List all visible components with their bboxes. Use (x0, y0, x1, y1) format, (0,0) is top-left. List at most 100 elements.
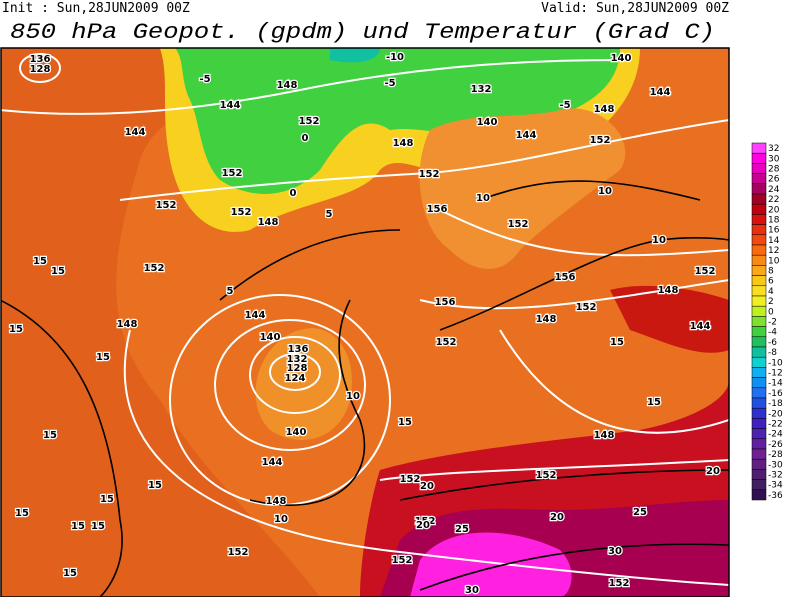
colorbar-swatch (751, 316, 767, 327)
contour-label: 128 (30, 64, 51, 75)
contour-label: 15 (43, 430, 57, 441)
colorbar-label: 18 (768, 216, 780, 226)
colorbar-swatch (751, 346, 767, 358)
colorbar-swatch (751, 407, 767, 419)
contour-label: 140 (260, 332, 281, 343)
colorbar-swatch (751, 397, 767, 409)
contour-label: 0 (290, 188, 297, 199)
colorbar-swatch (751, 479, 767, 491)
colorbar-swatch (751, 448, 767, 460)
contour-label: 25 (633, 507, 647, 518)
colorbar-label: -8 (768, 348, 777, 358)
contour-label: 15 (100, 494, 114, 505)
colorbar-swatch (751, 254, 767, 266)
contour-label: 152 (231, 207, 252, 218)
contour-label: 156 (435, 297, 456, 308)
contour-label: 15 (148, 480, 162, 491)
colorbar-swatch (751, 163, 767, 174)
colorbar-label: -28 (768, 450, 783, 460)
contour-label: 15 (91, 521, 105, 532)
contour-label: 152 (576, 302, 597, 313)
colorbar-swatch (751, 214, 767, 225)
contour-label: 152 (156, 200, 177, 211)
colorbar-label: -12 (768, 369, 783, 379)
contour-label: 128 (287, 363, 308, 374)
colorbar-label: 28 (768, 165, 780, 175)
colorbar-swatch (751, 458, 767, 470)
contour-label: 132 (287, 354, 308, 365)
contour-label: 144 (650, 87, 671, 98)
contour-label: 148 (258, 217, 279, 228)
colorbar-label: -6 (768, 338, 777, 348)
contour-label: 148 (536, 314, 557, 325)
contour-label: 5 (227, 286, 234, 297)
colorbar-label: -16 (768, 389, 783, 399)
colorbar-swatch (751, 295, 767, 307)
contour-label: 152 (415, 516, 436, 527)
contour-label: 10 (598, 186, 612, 197)
contour-label: 144 (262, 457, 283, 468)
colorbar-label: 20 (768, 205, 780, 215)
contour-label: 152 (436, 337, 457, 348)
init-time: Init : Sun,28JUN2009 00Z (2, 1, 190, 16)
colorbar-label: 4 (768, 287, 774, 297)
contour-label: 156 (555, 272, 576, 283)
contour-label: 15 (398, 417, 412, 428)
colorbar-swatch (751, 418, 767, 429)
colorbar-swatch (751, 305, 767, 317)
colorbar-swatch (751, 152, 767, 164)
contour-label: 136 (30, 54, 51, 65)
colorbar-swatch (751, 438, 767, 450)
colorbar-swatch (751, 234, 767, 246)
contour-label: 20 (416, 520, 430, 531)
contour-label: 148 (393, 138, 414, 149)
contour-label: 140 (286, 427, 307, 438)
contour-label: 10 (476, 193, 490, 204)
contour-label: 20 (550, 512, 564, 523)
contour-label: 152 (299, 116, 320, 127)
contour-label: 152 (392, 555, 413, 566)
contour-label: 5 (326, 209, 333, 220)
contour-label: 152 (419, 169, 440, 180)
colorbar-label: 24 (768, 185, 780, 195)
colorbar-label: 32 (768, 144, 779, 154)
colorbar-label: 26 (768, 175, 780, 185)
contour-label: 144 (245, 310, 266, 321)
contour-label: 10 (346, 391, 360, 402)
colorbar-swatch (751, 265, 767, 276)
contour-label: 15 (15, 508, 29, 519)
colorbar-swatch (751, 142, 767, 154)
contour-label: 152 (228, 547, 249, 558)
colorbar-swatch (751, 489, 767, 501)
colorbar-swatch (751, 173, 767, 185)
colorbar-swatch (751, 387, 767, 399)
colorbar-label: -14 (768, 379, 783, 389)
contour-label: 15 (71, 521, 85, 532)
contour-label: 15 (647, 397, 661, 408)
contour-label: 15 (9, 324, 23, 335)
colorbar-label: -32 (768, 471, 783, 481)
contour-label: 144 (516, 130, 537, 141)
colorbar-swatch (751, 285, 767, 297)
contour-label: 30 (465, 585, 479, 596)
colorbar-label: -24 (768, 430, 783, 440)
contour-label: 148 (658, 285, 679, 296)
colorbar-label: -22 (768, 420, 783, 430)
contour-label: 148 (594, 430, 615, 441)
colorbar-swatch (751, 203, 767, 215)
contour-label: 10 (274, 514, 288, 525)
contour-label: 25 (455, 524, 469, 535)
map (0, 47, 730, 597)
contour-label: 10 (652, 235, 666, 246)
contour-label: 152 (695, 266, 716, 277)
contour-label: 152 (222, 168, 243, 179)
colorbar-label: -2 (768, 318, 777, 328)
contour-label: 140 (477, 117, 498, 128)
contour-label: 124 (285, 373, 306, 384)
contour-label: 152 (536, 470, 557, 481)
colorbar-swatch (751, 336, 767, 348)
contour-label: 144 (220, 100, 241, 111)
colorbar-label: -36 (768, 491, 783, 501)
colorbar-label: 16 (768, 226, 780, 236)
